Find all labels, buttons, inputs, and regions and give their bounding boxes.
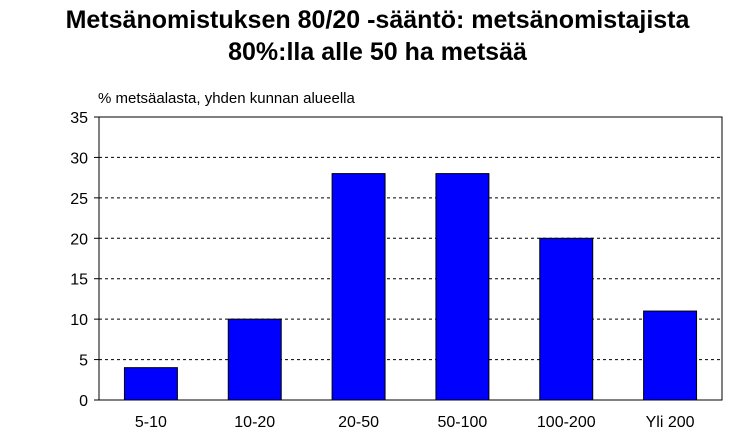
chart-title-line-1: Metsänomistuksen 80/20 -sääntö: metsänom… bbox=[65, 6, 690, 34]
x-tick-label: 50-100 bbox=[438, 414, 488, 431]
y-tick-label: 35 bbox=[70, 110, 88, 127]
y-tick-label: 0 bbox=[79, 393, 88, 410]
x-tick-label: 100-200 bbox=[537, 414, 596, 431]
bar bbox=[643, 310, 698, 401]
y-axis-label: % metsäalasta, yhden kunnan alueella bbox=[98, 90, 355, 107]
y-tick-label: 25 bbox=[70, 191, 88, 208]
bar bbox=[435, 173, 490, 401]
plot-frame bbox=[98, 116, 723, 401]
y-tick-label: 5 bbox=[79, 353, 88, 370]
chart-title-line-2: 80%:lla alle 50 ha metsää bbox=[228, 38, 527, 66]
bar bbox=[539, 237, 594, 401]
bar bbox=[331, 173, 386, 401]
bar bbox=[227, 318, 282, 401]
x-tick-label: 20-50 bbox=[338, 414, 379, 431]
x-tick-label: 10-20 bbox=[234, 414, 275, 431]
x-tick-label: Yli 200 bbox=[646, 414, 695, 431]
x-tick-label: 5-10 bbox=[135, 414, 167, 431]
y-tick-label: 30 bbox=[70, 150, 88, 167]
bar bbox=[123, 367, 178, 401]
y-tick-label: 15 bbox=[70, 272, 88, 289]
y-tick-label: 10 bbox=[70, 312, 88, 329]
y-tick-label: 20 bbox=[70, 231, 88, 248]
chart-title: Metsänomistuksen 80/20 -sääntö: metsänom… bbox=[0, 4, 755, 68]
